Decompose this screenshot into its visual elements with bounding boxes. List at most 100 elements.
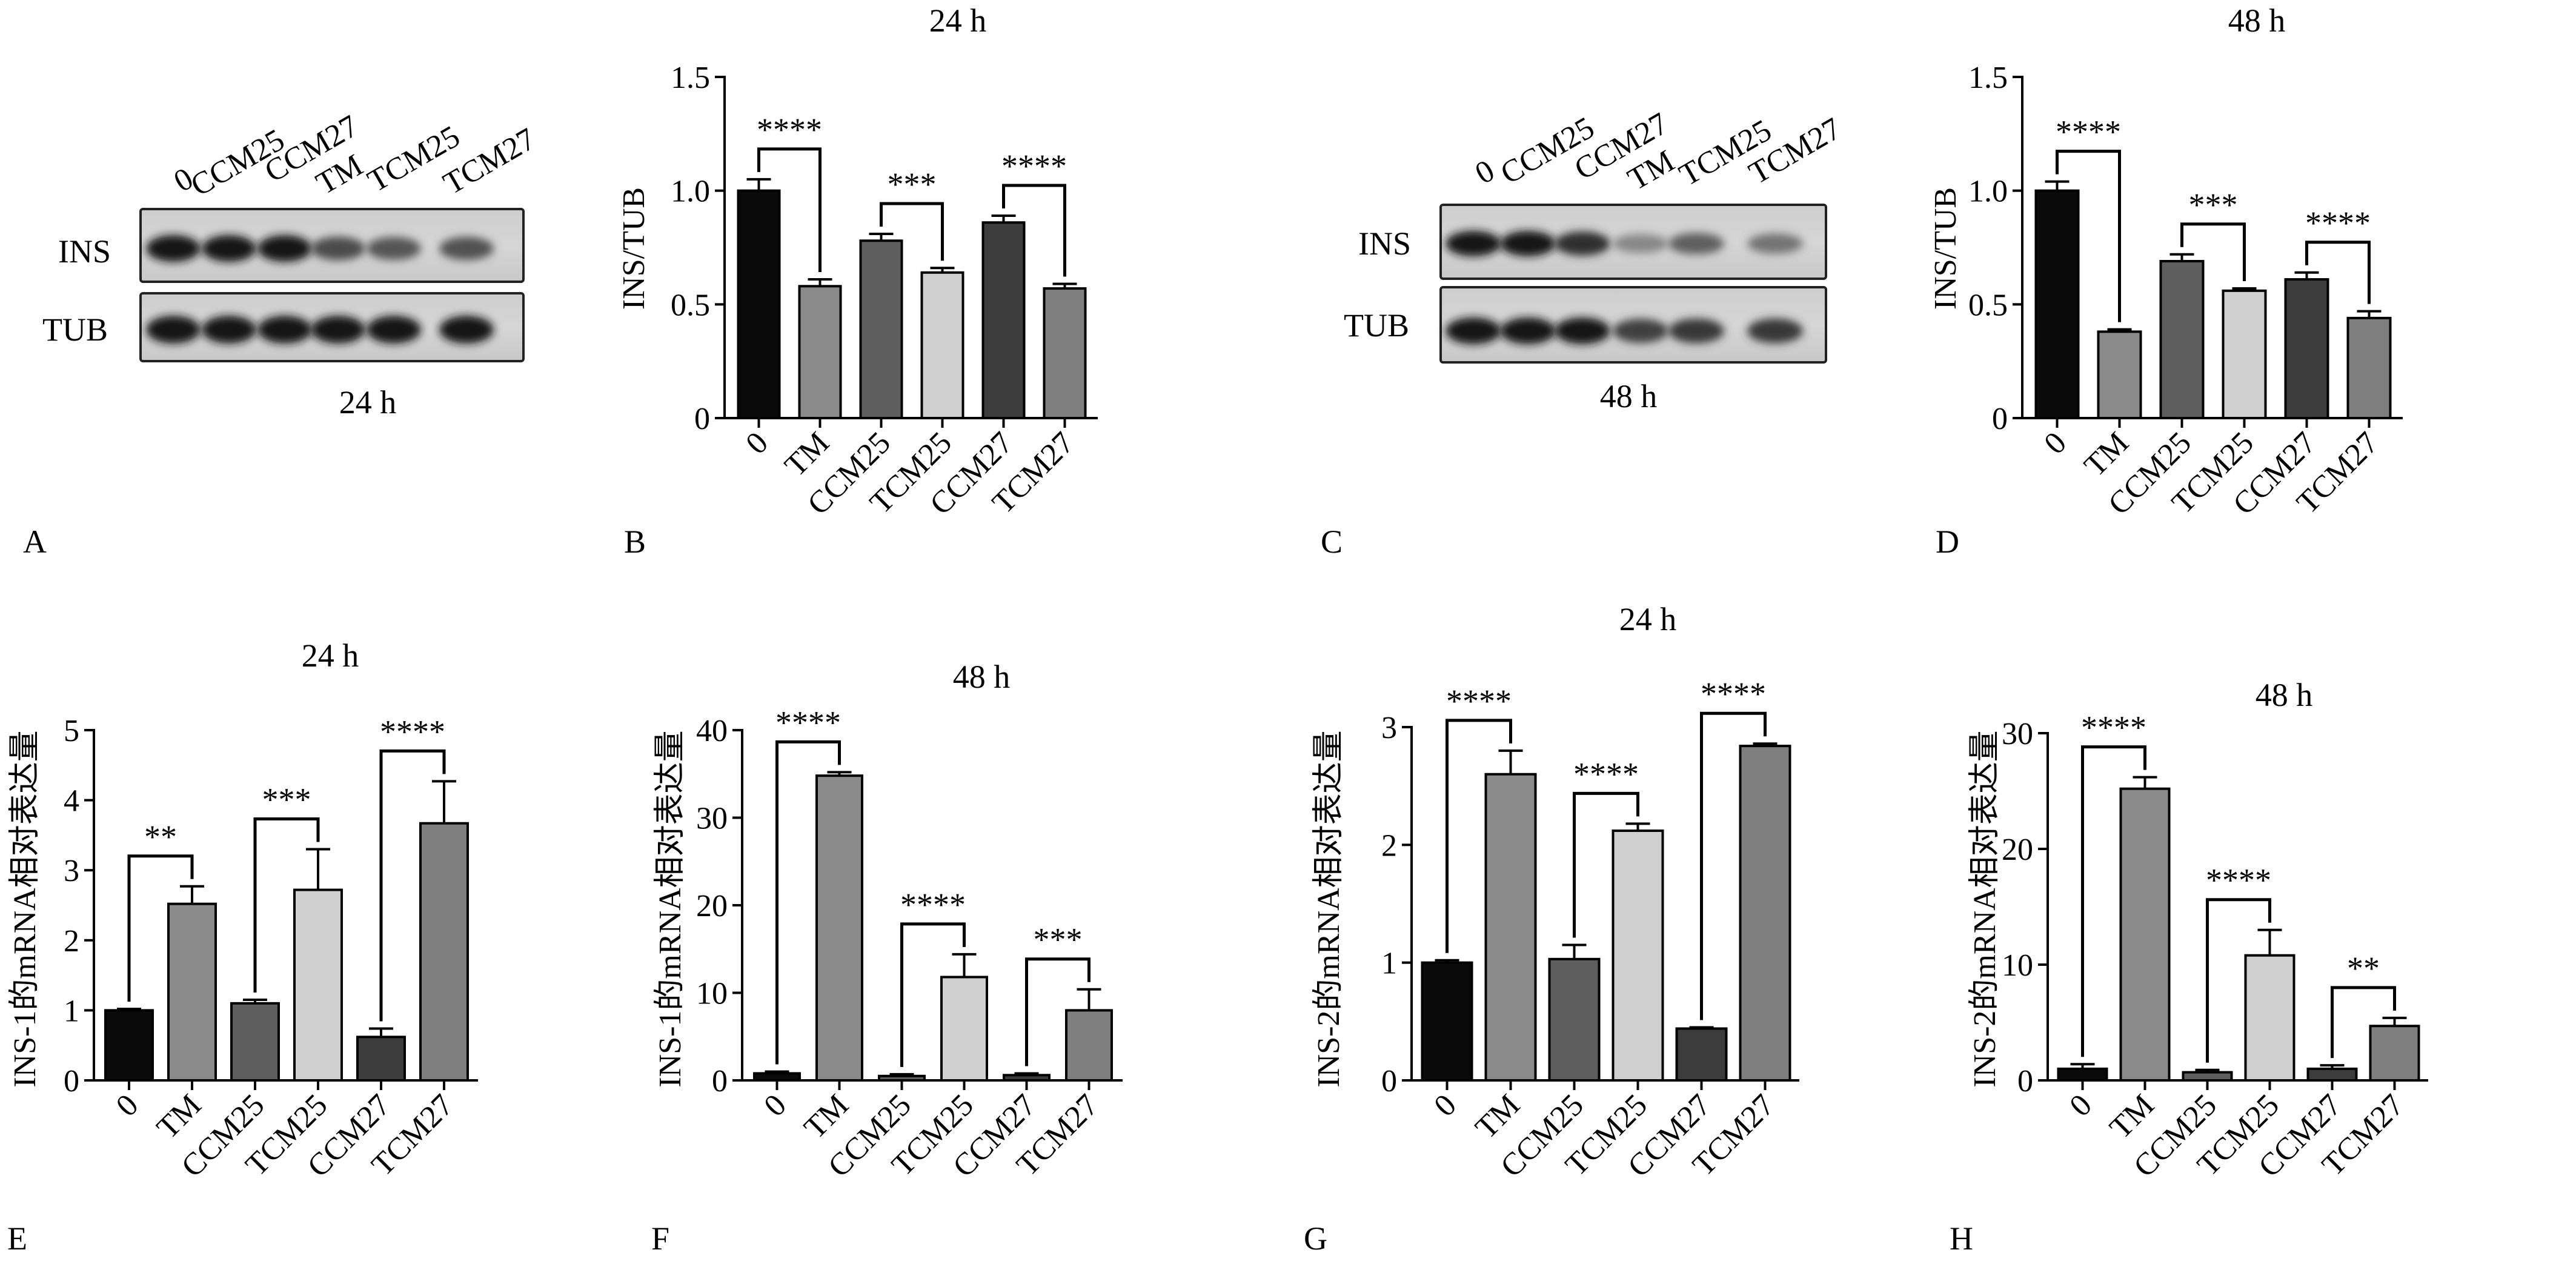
bar [167, 902, 217, 1082]
significance-bracket [1700, 711, 1767, 1020]
significance-label: **** [1001, 148, 1067, 184]
significance-label: *** [1034, 922, 1083, 958]
lane-labels: 0 CCM25 CCM27 TM TCM25 TCM27 [1470, 106, 1847, 197]
blot-band [1613, 318, 1668, 344]
significance-label: **** [775, 704, 841, 740]
significance-bracket [1446, 719, 1512, 953]
bar [2057, 1067, 2108, 1082]
y-tick-label: 3 [64, 854, 79, 888]
y-tick-label: 10 [2002, 948, 2033, 983]
significance-bracket [2206, 898, 2271, 1063]
significance-bracket [2081, 745, 2146, 1057]
blot-band [311, 236, 365, 261]
x-tick-label: 0 [739, 425, 775, 461]
panel-letter-d: D [1936, 524, 1959, 560]
y-axis-label: INS/TUB [617, 187, 651, 310]
bar [1612, 830, 1664, 1082]
panel-letter-c: C [1321, 524, 1343, 560]
panel-letter-f: F [651, 1220, 669, 1257]
y-axis-label: INS-1的mRNA相对表达量 [8, 730, 42, 1087]
bar [815, 774, 863, 1082]
chart-title: 24 h [1619, 601, 1677, 637]
bar [1675, 1027, 1728, 1082]
y-tick-label: 30 [2002, 717, 2033, 751]
significance-bracket [757, 147, 822, 273]
bar [2284, 278, 2329, 419]
blot-band [1613, 234, 1668, 253]
significance-bracket [379, 749, 446, 1022]
significance-label: *** [262, 782, 311, 818]
significance-label: ** [2347, 950, 2380, 986]
bar [1421, 961, 1473, 1082]
x-tick-label: 0 [110, 1088, 145, 1123]
y-tick-label: 1 [64, 994, 79, 1028]
bar [1548, 957, 1601, 1082]
bar [1739, 745, 1791, 1082]
significance-label: **** [1701, 676, 1766, 712]
y-tick-label: 5 [64, 714, 79, 748]
y-tick-label: 0 [694, 402, 710, 436]
blot-band [1747, 318, 1803, 344]
panel-letter-e: E [7, 1220, 27, 1257]
bar [1003, 1074, 1051, 1082]
y-tick-label: 20 [696, 889, 728, 923]
chart-title: 48 h [953, 659, 1011, 695]
blot-row-label-tub: TUB [1344, 307, 1409, 344]
bar [1043, 287, 1087, 419]
y-tick-label: 1.0 [1968, 175, 2008, 209]
bar [2222, 289, 2267, 419]
significance-bracket [1002, 184, 1066, 277]
bar [981, 221, 1026, 419]
y-tick-label: 0 [64, 1064, 79, 1099]
x-tick-label: 0 [757, 1088, 793, 1123]
y-tick-label: 2 [64, 924, 79, 959]
bar [2244, 954, 2295, 1082]
y-axis-label: INS/TUB [1928, 187, 1963, 310]
blot-band [439, 316, 494, 344]
lane-label: 0 [1470, 153, 1501, 191]
y-tick-label: 1.5 [1968, 61, 2008, 95]
blot-band [257, 235, 312, 262]
panel-letter-g: G [1304, 1220, 1327, 1257]
blot-band [146, 316, 201, 344]
bar [878, 1074, 926, 1082]
bar [419, 822, 469, 1082]
lane-labels: 0 CCM25 CCM27 TM TCM25 TCM27 [168, 108, 542, 203]
blot-band [1446, 318, 1501, 344]
chart-title: 24 h [302, 637, 359, 674]
blot-caption-24h: 24 h [339, 384, 397, 421]
y-tick-label: 10 [696, 977, 728, 1011]
blot-band [367, 236, 421, 261]
significance-bracket [2331, 986, 2396, 1059]
blot-band [1555, 231, 1610, 256]
significance-label: **** [900, 886, 966, 923]
chart-title: 48 h [2228, 2, 2286, 39]
y-tick-label: 1.5 [671, 61, 710, 95]
significance-label: ** [144, 819, 177, 855]
y-axis-label: INS-2的mRNA相对表达量 [1968, 730, 2002, 1087]
blot-band [202, 235, 256, 262]
significance-bracket [2180, 222, 2246, 282]
significance-bracket [880, 202, 944, 261]
significance-label: **** [2056, 114, 2121, 150]
y-tick-label: 3 [1381, 711, 1397, 745]
y-tick-label: 0 [1992, 402, 2008, 436]
y-tick-label: 1.0 [671, 175, 710, 209]
significance-label: *** [2189, 187, 2238, 223]
significance-label: **** [2081, 710, 2146, 746]
y-tick-label: 0 [712, 1064, 728, 1099]
bar [2119, 787, 2171, 1082]
panel-letter-a: A [23, 524, 47, 560]
bar [737, 189, 781, 419]
bar [2182, 1071, 2233, 1082]
blot-band [1555, 318, 1610, 344]
blot-row-label-ins: INS [58, 233, 111, 270]
y-tick-label: 4 [64, 784, 79, 819]
bar [2034, 189, 2080, 419]
chart-title: 24 h [929, 2, 987, 39]
bar [2346, 316, 2392, 419]
blot-row-label-tub: TUB [42, 311, 108, 348]
